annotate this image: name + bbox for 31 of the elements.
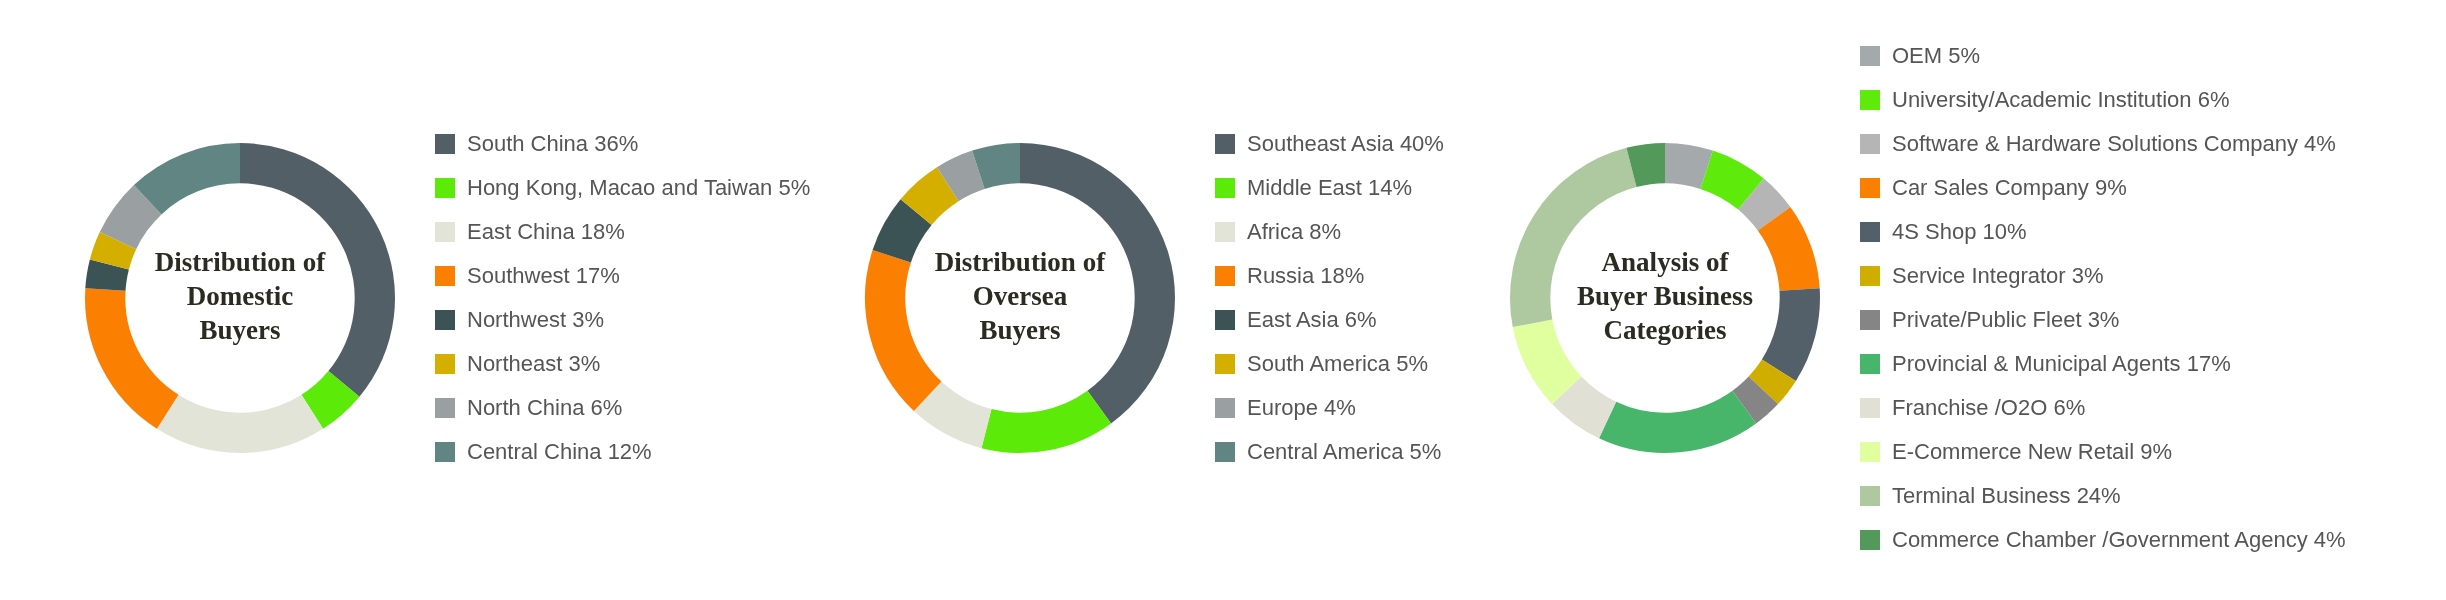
legend-label: South America 5% [1247, 351, 1428, 377]
legend-label: South China 36% [467, 131, 639, 157]
legend-label: Northeast 3% [467, 351, 601, 377]
legend-label: Terminal Business 24% [1892, 483, 2121, 509]
legend-label: Hong Kong, Macao and Taiwan 5% [467, 175, 811, 201]
legend-label: East China 18% [467, 219, 625, 245]
legend-label: Commerce Chamber /Government Agency 4% [1892, 527, 2346, 553]
legend-label: Russia 18% [1247, 263, 1365, 289]
legend-label: Africa 8% [1247, 219, 1342, 245]
legend-label: Private/Public Fleet 3% [1892, 307, 2120, 333]
legend-label: Service Integrator 3% [1892, 263, 2104, 289]
legend-label: Northwest 3% [467, 307, 604, 333]
legend-label: Middle East 14% [1247, 175, 1413, 201]
legend-label: Central America 5% [1247, 439, 1442, 465]
legend-label: E-Commerce New Retail 9% [1892, 439, 2172, 465]
legend-label: OEM 5% [1892, 43, 1981, 69]
text: Analysis of Buyer Business Categories [1577, 246, 1753, 345]
legend-label: Europe 4% [1247, 395, 1356, 421]
legend-label: Car Sales Company 9% [1892, 175, 2127, 201]
legend-label: 4S Shop 10% [1892, 219, 2027, 245]
legend-label: North China 6% [467, 395, 623, 421]
legend-label: East Asia 6% [1247, 307, 1377, 333]
legend-label: University/Academic Institution 6% [1892, 87, 2230, 113]
legend-label: Provincial & Municipal Agents 17% [1892, 351, 2231, 377]
legend-label: Central China 12% [467, 439, 652, 465]
legend-label: Southeast Asia 40% [1247, 131, 1444, 157]
text: Distribution of Domestic Buyers [154, 246, 327, 345]
legend-label: Franchise /O2O 6% [1892, 395, 2086, 421]
text: Distribution of Oversea Buyers [934, 246, 1107, 345]
legend-label: Southwest 17% [467, 263, 620, 289]
legend-label: Software & Hardware Solutions Company 4% [1892, 131, 2336, 157]
